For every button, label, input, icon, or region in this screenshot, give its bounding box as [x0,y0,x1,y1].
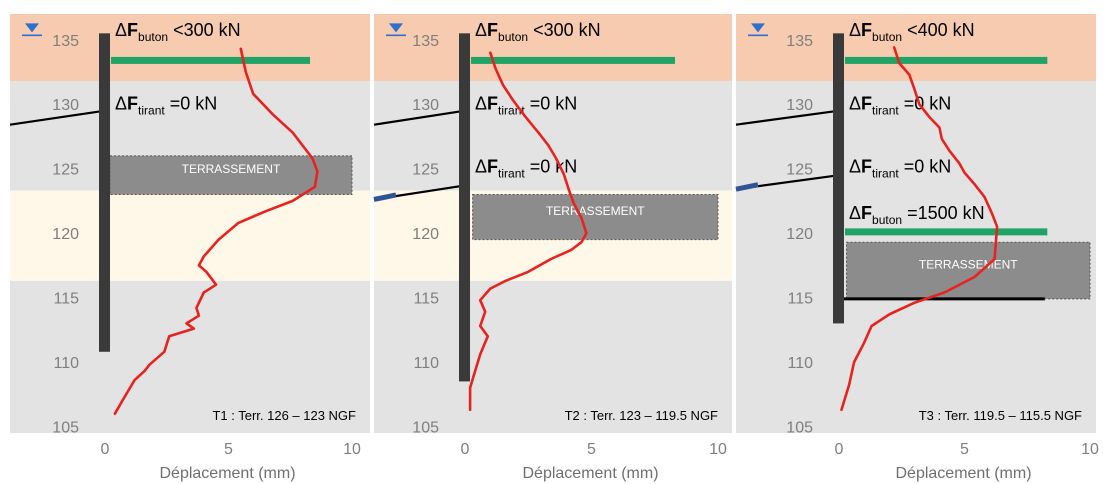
y-tick-label: 135 [52,33,79,50]
phase-caption: T2 : Terr. 123 – 119.5 NGF [565,408,718,423]
x-tick-label: 10 [1081,441,1099,458]
phase-caption: T1 : Terr. 126 – 123 NGF [212,408,356,423]
x-tick-label: 5 [960,441,969,458]
y-tick-label: 130 [52,97,79,114]
y-tick-label: 135 [412,33,439,50]
displacement-curve [840,46,999,412]
strut-bar [111,56,311,64]
y-tick-label: 120 [52,226,79,243]
chart-panel-2: TERRASSEMENT 105 110 115 120 125 130 135 0 5 10 Dép… [373,14,732,482]
y-tick-label: 110 [53,355,79,372]
y-tick-label: 115 [413,291,439,308]
retaining-wall [459,33,470,382]
x-tick-label: 0 [461,441,470,458]
y-tick-label: 135 [786,33,813,50]
excavation-label: TERRASSEMENT [546,204,645,218]
x-tick-label: 5 [587,441,596,458]
force-annotation: ΔFbuton <400 kN [849,20,975,44]
excavation-label: TERRASSEMENT [919,258,1018,272]
x-tick-label: 10 [709,441,727,458]
y-tick-label: 120 [412,226,439,243]
soil-layer [374,81,732,191]
force-annotation: ΔFbuton <300 kN [115,20,241,44]
soil-layer [374,14,732,82]
y-tick-label: 115 [53,291,79,308]
x-axis-label: Déplacement (mm) [159,465,295,482]
x-axis-label: Déplacement (mm) [895,465,1031,482]
chart-panel-3: TERRASSEMENT 105 110 115 120 125 130 135 0 5 10 Dép… [735,14,1099,482]
y-tick-label: 115 [787,291,813,308]
y-tick-label: 120 [786,226,813,243]
anchor-line [373,109,466,126]
water-level-icon [751,23,765,33]
y-tick-label: 125 [52,162,79,179]
excavation-box [846,241,1091,300]
strut-bar [845,228,1048,236]
strut-bar [845,56,1048,64]
y-tick-label: 125 [412,162,439,179]
soil-layer [10,280,370,433]
y-tick-label: 105 [412,420,439,437]
chart-panel-1: TERRASSEMENT 105 110 115 120 125 130 135 0 5 10 Dép… [9,14,370,482]
y-tick-label: 110 [413,355,439,372]
x-tick-label: 10 [343,441,361,458]
force-annotation: ΔFbuton =1500 kN [849,203,985,227]
excavation-label: TERRASSEMENT [182,162,281,176]
force-annotation: ΔFtirant =0 kN [849,157,951,181]
y-tick-label: 110 [787,355,813,372]
force-annotation: ΔFbuton <300 kN [475,20,601,44]
phase-caption: T3 : Terr. 119.5 – 115.5 NGF [919,408,1082,423]
soil-layer [10,190,370,281]
anchor-grout [735,182,759,192]
force-annotation: ΔFtirant =0 kN [849,93,951,117]
excavation-box [472,193,719,241]
anchor-line [9,109,106,126]
y-tick-label: 105 [52,420,79,437]
soil-layer [374,280,732,433]
y-tick-label: 130 [786,97,813,114]
displacement-curve [468,51,588,412]
water-level-icon [389,23,403,33]
soil-layer [10,14,370,82]
y-tick-label: 105 [786,420,813,437]
anchor-line [735,109,840,126]
x-tick-label: 0 [835,441,844,458]
anchor-grout [373,192,397,202]
x-axis-label: Déplacement (mm) [522,465,658,482]
strut-bar [471,56,675,64]
y-tick-label: 125 [786,162,813,179]
retaining-wall [833,33,844,324]
water-level-icon [25,23,39,33]
soil-layer [736,14,1096,82]
x-tick-label: 0 [101,441,110,458]
y-tick-label: 130 [412,97,439,114]
displacement-curve [113,47,319,416]
x-tick-label: 5 [224,441,233,458]
retaining-wall [99,33,110,352]
force-annotation: ΔFtirant =0 kN [475,157,577,181]
force-annotation: ΔFtirant =0 kN [115,93,217,117]
